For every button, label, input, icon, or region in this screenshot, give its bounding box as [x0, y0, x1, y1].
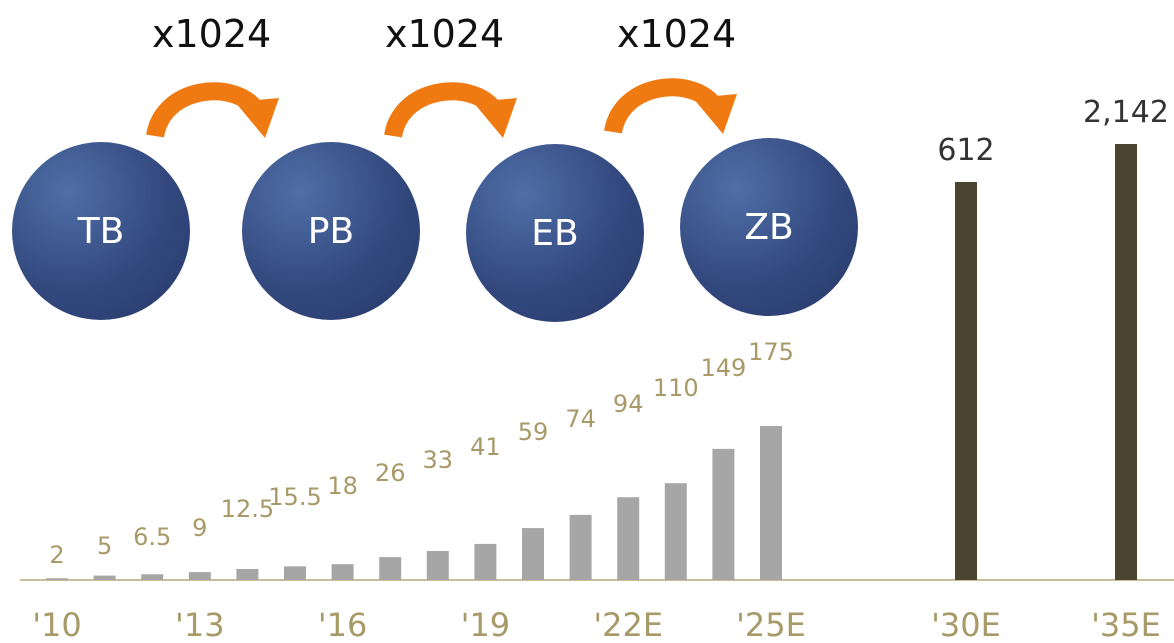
value-label: 612: [937, 133, 994, 168]
unit-circle-eb: EB: [466, 144, 644, 322]
value-label: 74: [565, 405, 596, 433]
bar-19: [474, 543, 497, 580]
value-label: 41: [470, 433, 501, 461]
value-label: 59: [518, 418, 549, 446]
tick-label: '22E: [593, 606, 663, 639]
bar-24E: [712, 448, 735, 580]
value-label: 2: [49, 541, 64, 569]
multiplier-label-1: x1024: [152, 12, 272, 56]
value-label: 110: [653, 374, 699, 402]
bar-21: [569, 514, 592, 580]
unit-circle-zb: ZB: [680, 138, 858, 316]
value-label: 12.5: [221, 495, 274, 523]
bar-17: [379, 557, 402, 580]
multiplier-label-3: x1024: [617, 12, 737, 56]
value-label: 18: [327, 472, 358, 500]
curved-arrow-icon: [604, 78, 737, 135]
unit-circle-pb: PB: [242, 142, 420, 320]
curved-arrow-icon: [146, 82, 279, 139]
unit-label-tb: TB: [77, 210, 125, 252]
bar-22E: [617, 497, 640, 580]
tick-label: '35E: [1091, 606, 1161, 639]
tick-label: '13: [175, 606, 225, 639]
bar-25E: [760, 426, 782, 580]
bar-15: [284, 566, 306, 580]
bar-20: [522, 528, 544, 580]
bar-18: [426, 550, 449, 580]
unit-label-pb: PB: [307, 210, 355, 252]
tick-label: '10: [32, 606, 82, 639]
tick-label: '25E: [736, 606, 806, 639]
value-label: 6.5: [133, 523, 171, 551]
value-label: 5: [97, 532, 112, 560]
curved-arrow-icon: [384, 82, 517, 139]
bar-10: [46, 578, 68, 580]
value-label: 33: [423, 446, 454, 474]
bar-14: [236, 569, 259, 580]
unit-label-eb: EB: [531, 212, 579, 254]
value-label: 9: [192, 514, 207, 542]
multiplier-label-2: x1024: [385, 12, 505, 56]
bar-12: [141, 574, 164, 580]
value-label: 2,142: [1083, 95, 1169, 130]
unit-label-zb: ZB: [744, 206, 794, 248]
value-label: 15.5: [268, 483, 321, 511]
value-label: 175: [748, 338, 794, 366]
value-label: 26: [375, 459, 406, 487]
bar-11: [93, 575, 116, 580]
tick-label: '30E: [931, 606, 1001, 639]
value-label: 149: [700, 354, 746, 382]
unit-circle-tb: TB: [12, 142, 190, 320]
bar-23E: [664, 483, 687, 580]
tick-label: '16: [318, 606, 368, 639]
value-label: 94: [613, 390, 644, 418]
bar-30E: [955, 182, 977, 580]
bar-35E: [1115, 144, 1137, 580]
bar-16: [331, 564, 354, 580]
bar-13: [188, 572, 211, 580]
tick-label: '19: [461, 606, 511, 639]
